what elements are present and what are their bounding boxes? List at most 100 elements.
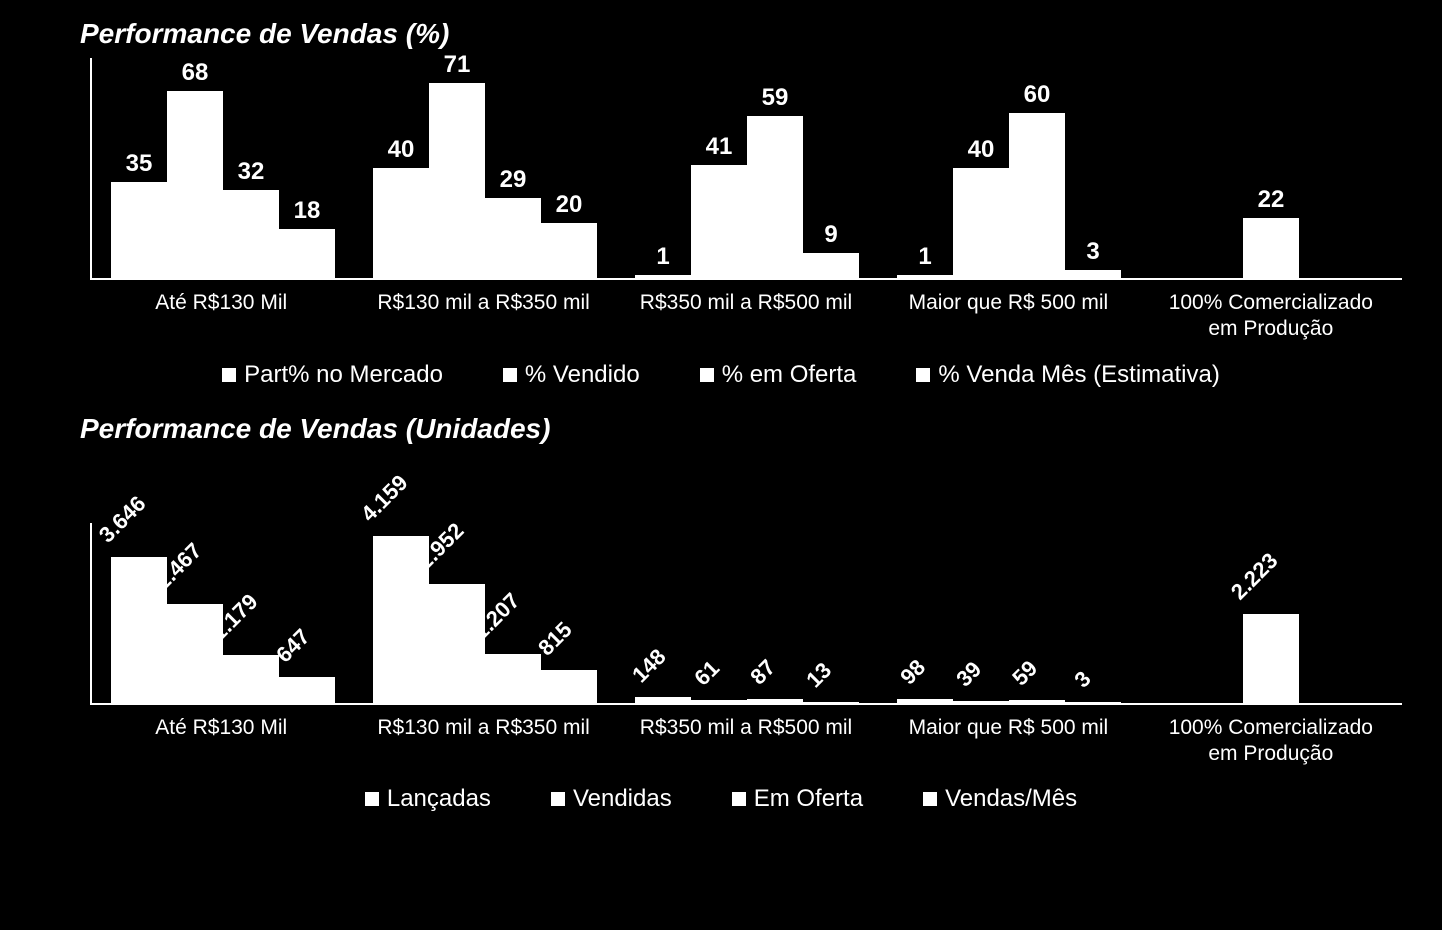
- bar-value-label: 1: [918, 243, 931, 271]
- bar: 40: [373, 168, 429, 278]
- bar-group: 140603: [878, 58, 1140, 278]
- bar-value-label: 4.159: [353, 470, 413, 530]
- bar-group: 40712920: [354, 58, 616, 278]
- bar-value-label: 59: [762, 84, 789, 112]
- bar: 29: [485, 198, 541, 278]
- bar-value-label: 9: [824, 221, 837, 249]
- bar: 815: [541, 670, 597, 703]
- bar-value-label: 2.223: [1223, 547, 1283, 607]
- legend-item: Vendidas: [551, 785, 672, 813]
- bar: 20: [541, 223, 597, 278]
- bar: 22: [1243, 218, 1299, 279]
- chart2-categories: Até R$130 MilR$130 mil a R$350 milR$350 …: [90, 705, 1402, 768]
- bar: 87: [747, 699, 803, 702]
- bar-value-label: 1: [656, 243, 669, 271]
- legend-label: Vendidas: [573, 785, 672, 813]
- bar-value-label: 40: [388, 136, 415, 164]
- bar-group: 2.223: [1140, 523, 1402, 703]
- legend-label: Part% no Mercado: [244, 361, 443, 389]
- legend-label: % Vendido: [525, 361, 640, 389]
- bar: 40: [953, 168, 1009, 278]
- bar-value-label: 13: [798, 657, 837, 696]
- legend-item: Part% no Mercado: [222, 361, 443, 389]
- bar-value-label: 20: [556, 191, 583, 219]
- bar-value-label: 40: [968, 136, 995, 164]
- bar-value-label: 148: [624, 643, 671, 690]
- chart1-title: Performance de Vendas (%): [0, 0, 1442, 58]
- bar: 9: [803, 253, 859, 278]
- bar: 1: [635, 275, 691, 278]
- category-label: R$130 mil a R$350 mil: [352, 705, 614, 768]
- legend-item: % em Oferta: [700, 361, 857, 389]
- bar: 59: [747, 116, 803, 278]
- bar-value-label: 98: [892, 654, 931, 693]
- bar-value-label: 3.646: [91, 491, 151, 551]
- bar-value-label: 3: [1066, 667, 1096, 697]
- bar-value-label: 32: [238, 158, 265, 186]
- legend-item: Lançadas: [365, 785, 491, 813]
- bar-group: 3.6462.4671.179647: [92, 523, 354, 703]
- category-label: Até R$130 Mil: [90, 705, 352, 768]
- legend-swatch-icon: [222, 368, 236, 382]
- bar: 60: [1009, 113, 1065, 278]
- chart2-legend: Lançadas Vendidas Em Oferta Vendas/Mês: [0, 767, 1442, 819]
- category-label: 100% Comercializadoem Produção: [1140, 280, 1402, 343]
- bar: 41: [691, 165, 747, 278]
- bar-group: 141599: [616, 58, 878, 278]
- chart1-plot: 356832184071292014159914060322: [90, 58, 1402, 280]
- chart1-categories: Até R$130 MilR$130 mil a R$350 milR$350 …: [90, 280, 1402, 343]
- bar: 1.179: [223, 655, 279, 702]
- legend-item: Vendas/Mês: [923, 785, 1077, 813]
- bar: 148: [635, 697, 691, 703]
- bar-value-label: 3: [1086, 238, 1099, 266]
- bar: 68: [167, 91, 223, 278]
- bar: 32: [223, 190, 279, 278]
- bar-group: 22: [1140, 58, 1402, 278]
- category-label: R$130 mil a R$350 mil: [352, 280, 614, 343]
- bar: 647: [279, 677, 335, 703]
- legend-label: Vendas/Mês: [945, 785, 1077, 813]
- category-label: Maior que R$ 500 mil: [877, 280, 1139, 343]
- chart2-title: Performance de Vendas (Unidades): [0, 395, 1442, 453]
- chart2-panel: Performance de Vendas (Unidades) 3.6462.…: [0, 395, 1442, 820]
- bar-value-label: 71: [444, 51, 471, 79]
- legend-swatch-icon: [923, 792, 937, 806]
- category-label: R$350 mil a R$500 mil: [615, 705, 877, 768]
- bar: 13: [803, 702, 859, 703]
- legend-label: % em Oferta: [722, 361, 857, 389]
- category-label: Até R$130 Mil: [90, 280, 352, 343]
- bar: 1: [897, 275, 953, 278]
- legend-item: % Vendido: [503, 361, 640, 389]
- bar: 71: [429, 83, 485, 278]
- category-label: R$350 mil a R$500 mil: [615, 280, 877, 343]
- chart1-panel: Performance de Vendas (%) 35683218407129…: [0, 0, 1442, 395]
- bar-value-label: 22: [1258, 186, 1285, 214]
- bar: 39: [953, 701, 1009, 703]
- chart1-legend: Part% no Mercado % Vendido % em Oferta % Ve…: [0, 343, 1442, 395]
- legend-swatch-icon: [503, 368, 517, 382]
- legend-swatch-icon: [365, 792, 379, 806]
- bar-value-label: 29: [500, 166, 527, 194]
- legend-item: Em Oferta: [732, 785, 863, 813]
- bar: 2.952: [429, 584, 485, 702]
- legend-label: Lançadas: [387, 785, 491, 813]
- category-label: 100% Comercializadoem Produção: [1140, 705, 1402, 768]
- bar-group: 148618713: [616, 523, 878, 703]
- bar: 98: [897, 699, 953, 703]
- legend-swatch-icon: [551, 792, 565, 806]
- legend-swatch-icon: [916, 368, 930, 382]
- legend-label: Em Oferta: [754, 785, 863, 813]
- bar: 1.207: [485, 654, 541, 702]
- bar-value-label: 60: [1024, 81, 1051, 109]
- bar-group: 9839593: [878, 523, 1140, 703]
- bar-value-label: 87: [742, 655, 781, 694]
- legend-swatch-icon: [732, 792, 746, 806]
- legend-label: % Venda Mês (Estimativa): [938, 361, 1219, 389]
- bar-group: 4.1592.9521.207815: [354, 523, 616, 703]
- bar: 61: [691, 700, 747, 702]
- bar: 18: [279, 229, 335, 279]
- bar: 3: [1065, 270, 1121, 278]
- chart2-plot: 3.6462.4671.1796474.1592.9521.2078151486…: [90, 523, 1402, 705]
- bar: 59: [1009, 700, 1065, 702]
- bar-value-label: 41: [706, 133, 733, 161]
